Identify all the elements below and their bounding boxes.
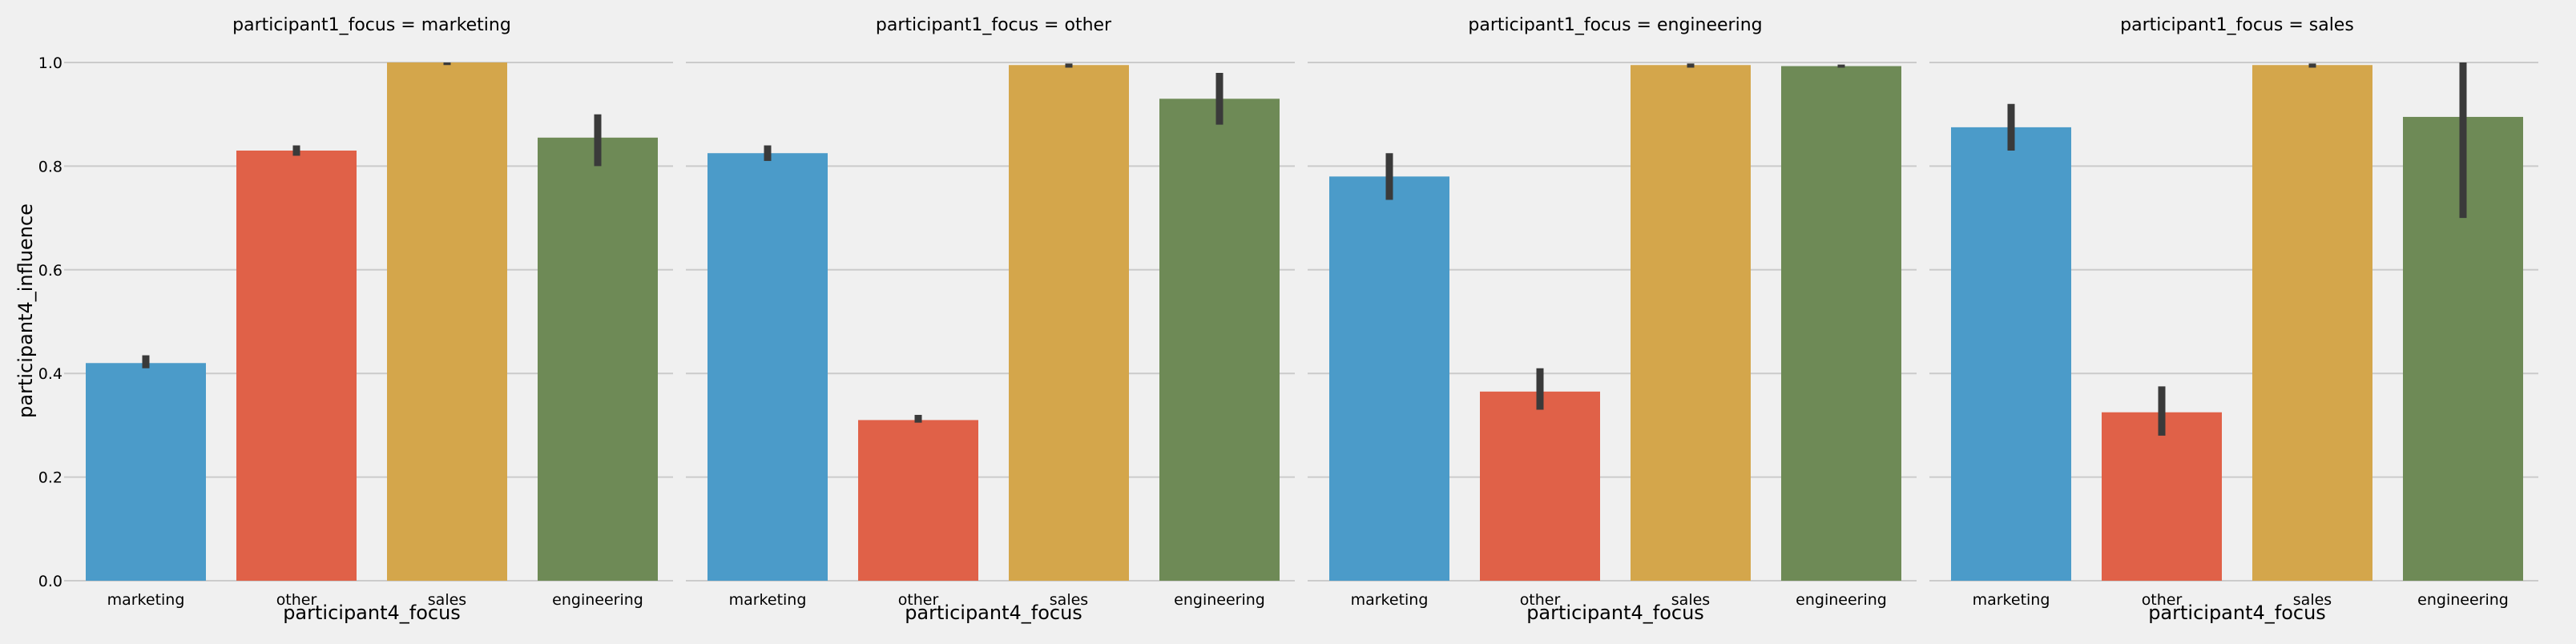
bar-other xyxy=(236,150,357,582)
bar-engineering xyxy=(538,137,658,581)
x-tick-label: marketing xyxy=(1351,591,1429,609)
y-axis-label: participant4_influence xyxy=(14,203,37,418)
facet-panel-1: 0.0 0.2 0.4 0.6 0.8 1.0 marketing other sales eng… xyxy=(38,15,673,624)
bar-sales xyxy=(2252,65,2372,582)
x-tick-label: other xyxy=(898,591,939,609)
x-tick-label: engineering xyxy=(1174,591,1265,609)
panel-title: participant1_focus = other xyxy=(876,15,1112,35)
x-tick-label: engineering xyxy=(552,591,643,609)
y-tick-label: 0.0 xyxy=(38,573,62,590)
x-tick-label: engineering xyxy=(1796,591,1887,609)
y-tick-label: 0.2 xyxy=(38,469,62,487)
x-tick-label: other xyxy=(2142,591,2183,609)
y-tick-label: 0.6 xyxy=(38,262,62,280)
bar-engineering xyxy=(1781,66,1901,582)
y-tick-label: 1.0 xyxy=(38,54,62,72)
x-axis-label: participant4_focus xyxy=(905,602,1082,624)
facet-panel-2: marketing other sales engineering participan… xyxy=(686,15,1295,624)
panel-title: participant1_focus = sales xyxy=(2120,15,2354,35)
bar-sales xyxy=(1009,65,1129,582)
bar-sales xyxy=(1631,65,1751,582)
x-tick-label: sales xyxy=(1671,591,1710,609)
bar-marketing xyxy=(1951,127,2071,581)
x-tick-label: marketing xyxy=(729,591,807,609)
bar-sales xyxy=(387,62,507,581)
bar-other xyxy=(2102,412,2222,581)
panel-title: participant1_focus = marketing xyxy=(232,15,511,35)
x-tick-label: marketing xyxy=(107,591,185,609)
x-tick-label: sales xyxy=(428,591,466,609)
facet-panel-4: marketing other sales engineering participan… xyxy=(1929,15,2538,624)
x-axis-label: participant4_focus xyxy=(1526,602,1704,624)
facet-panel-3: marketing other sales engineering participan… xyxy=(1308,15,1917,624)
x-axis-label: participant4_focus xyxy=(2148,602,2326,624)
bar-other xyxy=(1480,391,1600,581)
x-tick-label: marketing xyxy=(1973,591,2050,609)
bar-marketing xyxy=(86,363,206,581)
bar-other xyxy=(858,420,978,581)
x-tick-label: other xyxy=(276,591,317,609)
bar-engineering xyxy=(1159,99,1280,582)
x-axis-label: participant4_focus xyxy=(283,602,461,624)
x-tick-label: other xyxy=(1520,591,1561,609)
y-tick-label: 0.8 xyxy=(38,158,62,175)
bar-marketing xyxy=(707,153,828,582)
x-tick-label: engineering xyxy=(2417,591,2509,609)
x-tick-label: sales xyxy=(2293,591,2332,609)
bar-marketing xyxy=(1329,176,1449,581)
panel-title: participant1_focus = engineering xyxy=(1468,15,1762,35)
x-tick-label: sales xyxy=(1050,591,1088,609)
y-tick-label: 0.4 xyxy=(38,365,62,383)
